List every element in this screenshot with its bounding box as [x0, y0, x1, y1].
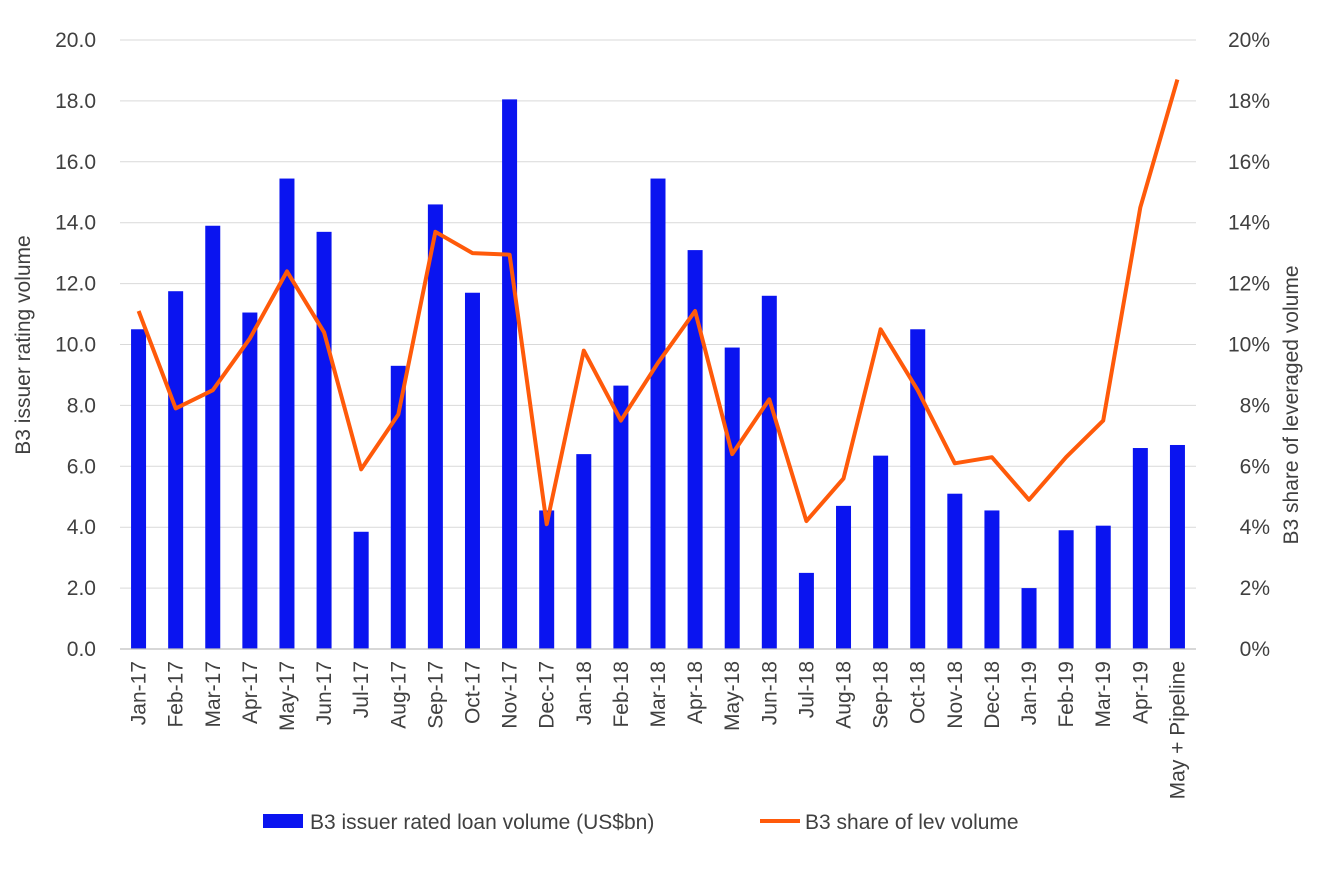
legend-bar-label: B3 issuer rated loan volume (US$bn) [310, 811, 654, 834]
bar [910, 329, 926, 649]
right-axis-title: B3 share of leveraged volume [1280, 266, 1303, 545]
y2-tick-label: 12% [1228, 273, 1270, 296]
legend: B3 issuer rated loan volume (US$bn) B3 s… [263, 811, 1019, 834]
bar [576, 454, 592, 649]
x-axis-ticks: Jan-17 Feb-17 Mar-17 Apr-17 May-17 Jun-17 Jul-… [128, 661, 1190, 799]
x-tick-label: Mar-18 [647, 661, 670, 728]
x-tick-label: Jul-18 [795, 661, 818, 718]
x-tick-label: Jan-18 [573, 661, 596, 725]
x-tick-label: May-17 [276, 661, 299, 731]
x-tick-label: May-18 [721, 661, 744, 731]
x-tick-label: Jan-19 [1018, 661, 1041, 725]
bar [761, 295, 777, 649]
y2-tick-label: 14% [1228, 212, 1270, 235]
share-line [136, 79, 1180, 527]
y2-tick-label: 18% [1228, 90, 1270, 113]
x-tick-label: Jun-17 [313, 661, 336, 725]
y-tick-label: 10.0 [55, 334, 96, 357]
bar-series [131, 99, 1185, 650]
x-tick-label: Mar-19 [1092, 661, 1115, 728]
x-tick-label: Aug-18 [833, 661, 856, 729]
y2-tick-label: 6% [1240, 455, 1270, 478]
x-tick-label: Dec-17 [536, 661, 559, 729]
x-tick-label: Apr-18 [684, 661, 707, 724]
y-tick-label: 6.0 [67, 455, 96, 478]
bar [168, 291, 184, 649]
bar [873, 455, 889, 649]
x-tick-label: Oct-18 [907, 661, 930, 724]
x-tick-label: May + Pipeline [1166, 661, 1189, 799]
y-tick-label: 8.0 [67, 394, 96, 417]
bar [242, 312, 258, 649]
x-tick-label: Dec-18 [981, 661, 1004, 729]
x-tick-label: Nov-18 [944, 661, 967, 729]
y2-tick-label: 4% [1240, 516, 1270, 539]
bar [502, 99, 518, 649]
y2-tick-label: 2% [1240, 577, 1270, 600]
left-axis-title: B3 issuer rating volume [12, 235, 35, 454]
y2-tick-label: 20% [1228, 29, 1270, 52]
y-tick-label: 0.0 [67, 638, 96, 661]
legend-line-label: B3 share of lev volume [805, 811, 1019, 834]
y-tick-label: 2.0 [67, 577, 96, 600]
bar [316, 231, 332, 649]
bar [1021, 588, 1037, 649]
left-axis-ticks: 0.0 2.0 4.0 6.0 8.0 10.0 12.0 14.0 16.0 18.0 20.0 [55, 29, 96, 661]
bar [427, 204, 443, 649]
bar [724, 347, 740, 649]
bar [539, 510, 555, 649]
y-tick-label: 14.0 [55, 212, 96, 235]
bar [1169, 444, 1185, 649]
bar [984, 510, 1000, 649]
y-tick-label: 4.0 [67, 516, 96, 539]
bar [1132, 448, 1148, 649]
bar [687, 250, 703, 650]
legend-bar-swatch [263, 814, 303, 828]
bar [947, 493, 963, 649]
x-tick-label: Jun-18 [758, 661, 781, 725]
y2-tick-label: 16% [1228, 151, 1270, 174]
y-tick-label: 12.0 [55, 273, 96, 296]
y-tick-label: 16.0 [55, 151, 96, 174]
bar [798, 572, 814, 649]
y2-tick-label: 0% [1240, 638, 1270, 661]
y-tick-label: 18.0 [55, 90, 96, 113]
x-tick-label: Apr-17 [239, 661, 262, 724]
x-tick-label: Sep-18 [870, 661, 893, 729]
bar [205, 225, 221, 649]
bar [353, 531, 369, 649]
line-series [136, 79, 1180, 527]
x-tick-label: Feb-19 [1055, 661, 1078, 728]
bar [613, 385, 629, 649]
x-tick-label: Jul-17 [350, 661, 373, 718]
y-tick-label: 20.0 [55, 29, 96, 52]
bar [390, 365, 406, 649]
x-tick-label: Nov-17 [499, 661, 522, 729]
bar [131, 329, 147, 649]
x-tick-label: Aug-17 [387, 661, 410, 729]
bar [650, 178, 666, 650]
y2-tick-label: 8% [1240, 394, 1270, 417]
x-tick-label: Feb-17 [165, 661, 188, 728]
right-axis-ticks: 0% 2% 4% 6% 8% 10% 12% 14% 16% 18% 20% [1228, 29, 1270, 661]
bar [1058, 530, 1074, 649]
bar [836, 505, 852, 649]
x-tick-label: Feb-18 [610, 661, 633, 728]
bar [464, 292, 480, 649]
bar [1095, 525, 1111, 649]
x-tick-label: Apr-19 [1129, 661, 1152, 724]
bar [279, 178, 295, 650]
y2-tick-label: 10% [1228, 334, 1270, 357]
x-tick-label: Jan-17 [128, 661, 151, 725]
x-tick-label: Mar-17 [202, 661, 225, 728]
x-tick-label: Oct-17 [461, 661, 484, 724]
x-tick-label: Sep-17 [424, 661, 447, 729]
